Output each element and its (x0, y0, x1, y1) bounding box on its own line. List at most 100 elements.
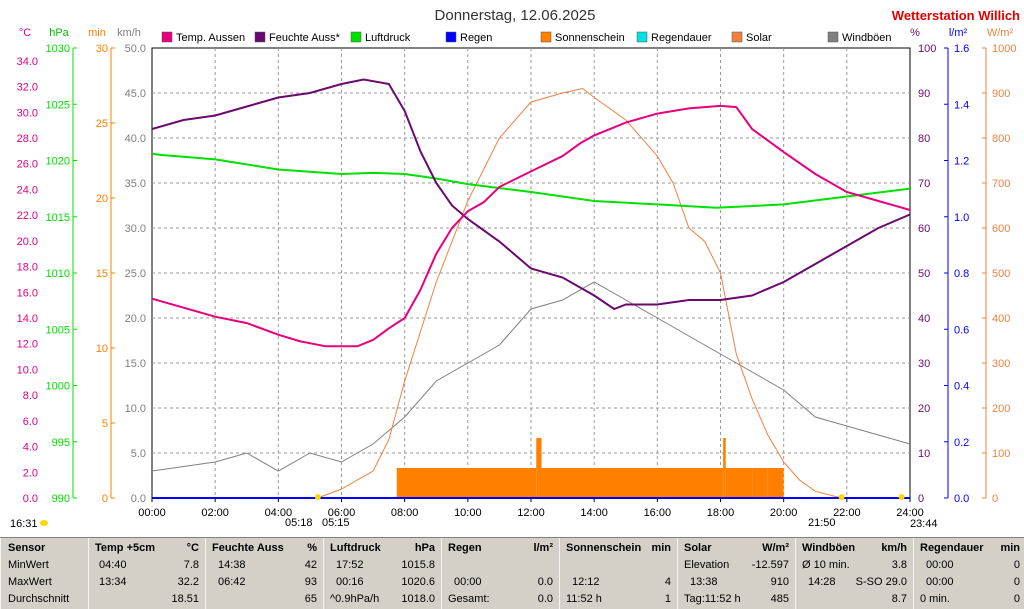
stats-raindur-min-time: 00:00 (926, 559, 954, 571)
temp-tick-label: 32.0 (17, 82, 38, 94)
wind-tick-label: 20.0 (125, 313, 146, 325)
unit-rain: l/m² (949, 27, 968, 39)
humidity-tick-label: 40 (918, 313, 930, 325)
stats-pressure-title: Luftdruck (330, 542, 381, 554)
stats-solar-day: Tag:11:52 h (684, 593, 741, 605)
legend-label: Temp. Aussen (176, 32, 245, 44)
legend-swatch (827, 31, 839, 43)
stats-raindur-max-val: 0 (1013, 576, 1020, 588)
stats-col-wind: Windböen km/h Ø 10 min. 3.8 14:28 S-SO 2… (795, 538, 913, 609)
wind-tick-label: 0.0 (131, 493, 146, 505)
stats-temp-min-val: 7.8 (183, 559, 199, 571)
rain-tick-label: 0.2 (954, 437, 969, 449)
temp-tick-label: 24.0 (17, 184, 38, 196)
temp-tick-label: 10.0 (17, 364, 38, 376)
legend-swatch (731, 31, 743, 43)
sunshine-bar (725, 468, 753, 498)
rain_duration-tick-label: 30 (96, 43, 108, 55)
pressure-tick-label: 1015 (46, 212, 70, 224)
x-tick-label: 20:00 (770, 507, 798, 519)
temp-tick-label: 12.0 (17, 339, 38, 351)
sunshine-bar (752, 468, 768, 498)
temp-tick-label: 14.0 (17, 313, 38, 325)
temp-tick-label: 8.0 (23, 390, 38, 402)
marker-end-time: 23:44 (910, 518, 938, 530)
pressure-tick-label: 990 (52, 493, 70, 505)
rain_duration-tick-label: 20 (96, 193, 108, 205)
wind-tick-label: 40.0 (125, 133, 146, 145)
stats-solar-elev-val: -12.597 (751, 559, 789, 571)
legend-item: Feuchte Auss* (254, 31, 341, 44)
x-tick-label: 16:00 (644, 507, 672, 519)
temp-tick-label: 2.0 (23, 467, 38, 479)
legend-swatch (161, 31, 173, 43)
temp-tick-label: 16.0 (17, 287, 38, 299)
wind-tick-label: 30.0 (125, 223, 146, 235)
temp-aussen-line (151, 104, 911, 348)
pressure-tick-label: 1020 (46, 156, 70, 168)
sun-marker-icon (314, 494, 321, 500)
legend-label: Regen (460, 32, 492, 44)
sunshine-bar (541, 468, 721, 498)
stats-pressure-max-time: 00:16 (336, 576, 364, 588)
solar-tick-label: 600 (992, 223, 1010, 235)
stats-pressure-trend: ^0.9hPa/h (330, 593, 380, 605)
solar-tick-label: 0 (992, 493, 998, 505)
legend-item: Regen (445, 31, 492, 44)
stats-col-pressure: Luftdruck hPa 17:52 1015.8 00:16 1020.6 … (323, 538, 441, 609)
legend-label: Solar (746, 32, 772, 44)
legend-swatch (254, 31, 266, 43)
stats-temp-min-time: 04:40 (99, 559, 127, 571)
legend-item: Windböen (827, 31, 892, 44)
legend-item: Solar (731, 31, 772, 44)
rain-tick-label: 0.4 (954, 381, 969, 393)
stats-wind-avg10-val: 3.8 (891, 559, 907, 571)
stats-wind-max-val: S-SO 29.0 (855, 576, 907, 588)
humidity-tick-label: 100 (918, 43, 936, 55)
sun-icon (40, 520, 48, 526)
temp-tick-label: 26.0 (17, 159, 38, 171)
stats-label-sensor: Sensor (8, 542, 46, 554)
stats-raindur-min-val: 0 (1013, 559, 1020, 571)
marker-sunrise: 05:18 (285, 517, 313, 529)
solar-tick-label: 300 (992, 358, 1010, 370)
solar-tick-label: 1000 (992, 43, 1016, 55)
stats-solar-unit: W/m² (762, 542, 789, 554)
humidity-tick-label: 50 (918, 268, 930, 280)
unit-temp: °C (19, 27, 31, 39)
stats-col-rain-duration: Regendauer min 00:00 0 00:00 0 0 min. 0 (913, 538, 1024, 609)
stats-pressure-min-val: 1015.8 (401, 559, 435, 571)
stats-raindur-avg-val: 0 (1013, 593, 1020, 605)
stats-col-temp: Temp +5cm °C 04:40 7.8 13:34 32.2 18.51 (88, 538, 205, 609)
x-tick-label: 00:00 (138, 507, 166, 519)
wind-tick-label: 5.0 (131, 448, 146, 460)
marker-dawn: 05:15 (322, 517, 350, 529)
stats-wind-avg10-label: Ø 10 min. (802, 559, 850, 571)
pressure-tick-label: 1030 (46, 43, 70, 55)
wind-tick-label: 50.0 (125, 43, 146, 55)
solar-tick-label: 500 (992, 268, 1010, 280)
sunshine-bar (767, 468, 784, 498)
rain_duration-tick-label: 15 (96, 268, 108, 280)
rain-tick-label: 0.6 (954, 324, 969, 336)
pressure-tick-label: 1000 (46, 381, 70, 393)
sunshine-bar (396, 468, 531, 498)
stats-sunshine-max-time: 12:12 (572, 576, 600, 588)
legend-swatch (445, 31, 457, 43)
solar-tick-label: 100 (992, 448, 1010, 460)
stats-col-humidity: Feuchte Auss % 14:38 42 06:42 93 65 (205, 538, 323, 609)
stats-rain-unit: l/m² (533, 542, 553, 554)
temp-tick-label: 18.0 (17, 262, 38, 274)
humidity-tick-label: 70 (918, 178, 930, 190)
solar-tick-label: 700 (992, 178, 1010, 190)
legend-item: Luftdruck (350, 31, 411, 44)
legend-label: Sonnenschein (555, 32, 625, 44)
stats-wind-max-time: 14:28 (808, 576, 836, 588)
windboeen-line (151, 281, 911, 472)
wind-tick-label: 35.0 (125, 178, 146, 190)
stats-humidity-title: Feuchte Auss (212, 542, 284, 554)
legend-label: Windböen (842, 32, 892, 44)
stats-solar-title: Solar (684, 542, 712, 554)
temp-tick-label: 30.0 (17, 107, 38, 119)
solar-tick-label: 400 (992, 313, 1010, 325)
